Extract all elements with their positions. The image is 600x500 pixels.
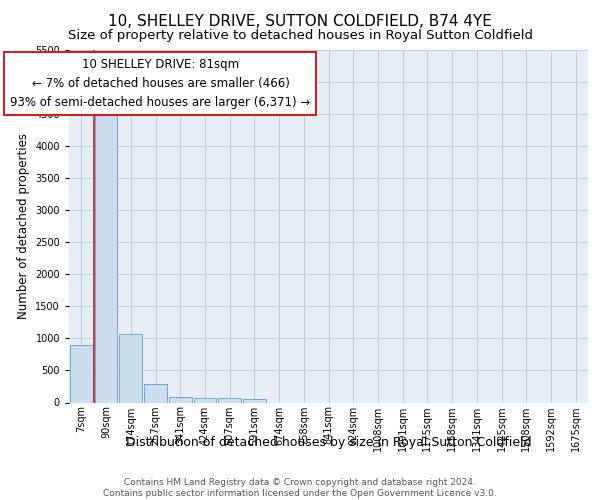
Bar <box>218 398 241 402</box>
Bar <box>169 397 191 402</box>
Bar <box>194 398 216 402</box>
Bar <box>70 345 93 403</box>
Text: 10 SHELLEY DRIVE: 81sqm
← 7% of detached houses are smaller (466)
93% of semi-de: 10 SHELLEY DRIVE: 81sqm ← 7% of detached… <box>10 58 311 108</box>
Y-axis label: Number of detached properties: Number of detached properties <box>17 133 29 320</box>
Text: Contains HM Land Registry data © Crown copyright and database right 2024.
Contai: Contains HM Land Registry data © Crown c… <box>103 478 497 498</box>
Text: Size of property relative to detached houses in Royal Sutton Coldfield: Size of property relative to detached ho… <box>67 29 533 42</box>
Bar <box>119 334 142 402</box>
Text: 10, SHELLEY DRIVE, SUTTON COLDFIELD, B74 4YE: 10, SHELLEY DRIVE, SUTTON COLDFIELD, B74… <box>108 14 492 29</box>
Bar <box>95 109 118 403</box>
Bar <box>243 400 266 402</box>
Text: Distribution of detached houses by size in Royal Sutton Coldfield: Distribution of detached houses by size … <box>126 436 532 449</box>
Bar <box>144 384 167 402</box>
